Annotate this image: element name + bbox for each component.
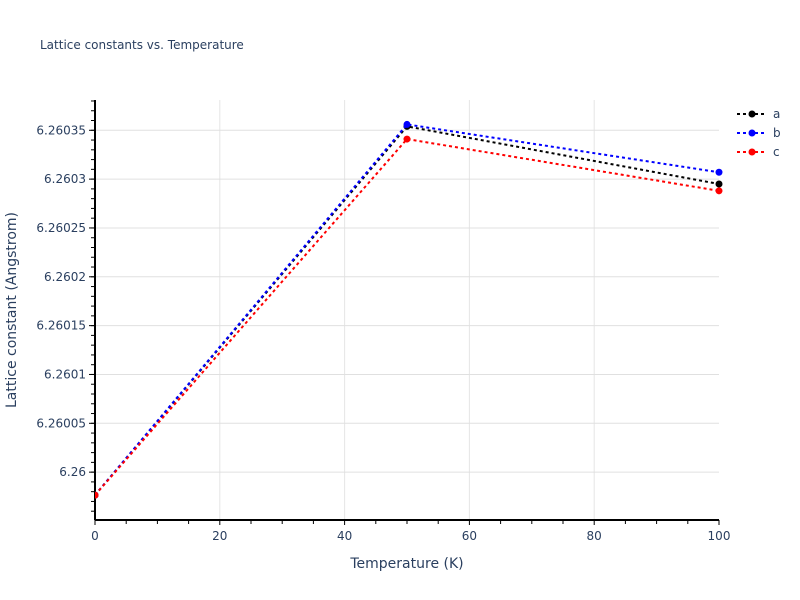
- data-point[interactable]: [715, 187, 723, 195]
- x-tick-label: 0: [91, 529, 99, 543]
- series-line-a: [95, 125, 720, 496]
- gridlines: [95, 100, 719, 520]
- legend-item-b[interactable]: b: [737, 126, 781, 140]
- legend-label: a: [773, 107, 780, 121]
- y-tick-label: 6.2602: [44, 270, 86, 284]
- y-tick-label: 6.2601: [44, 367, 86, 381]
- axes: 0 20 40 60 80 100 6.26 6.26005 6.2601 6.26015 6.26…: [36, 100, 730, 543]
- data-point[interactable]: [715, 168, 723, 176]
- data-point[interactable]: [403, 120, 411, 128]
- x-tick-label: 100: [708, 529, 731, 543]
- legend-marker-icon: [748, 129, 756, 137]
- y-tick-label: 6.26005: [36, 416, 86, 430]
- legend-item-c[interactable]: c: [737, 145, 780, 159]
- legend-item-a[interactable]: a: [737, 107, 780, 121]
- data-point[interactable]: [715, 180, 723, 188]
- x-axis-title: Temperature (K): [349, 556, 463, 572]
- y-axis-title: Lattice constant (Angstrom): [4, 212, 20, 408]
- legend[interactable]: abc: [737, 107, 781, 159]
- series-line-b: [95, 123, 720, 496]
- data-point[interactable]: [92, 491, 99, 499]
- x-tick-label: 80: [587, 529, 602, 543]
- y-tick-label: 6.26015: [36, 319, 86, 333]
- x-tick-label: 20: [212, 529, 227, 543]
- legend-label: b: [773, 126, 781, 140]
- x-tick-label: 60: [462, 529, 477, 543]
- y-tick-label: 6.2603: [44, 172, 86, 186]
- series-line-c: [95, 137, 720, 496]
- legend-label: c: [773, 145, 780, 159]
- data-series: [92, 120, 723, 499]
- legend-marker-icon: [748, 148, 756, 156]
- y-tick-label: 6.26035: [36, 123, 86, 137]
- data-point[interactable]: [403, 135, 411, 143]
- y-tick-label: 6.26025: [36, 221, 86, 235]
- y-tick-label: 6.26: [59, 465, 86, 479]
- chart-title: Lattice constants vs. Temperature: [40, 38, 244, 52]
- legend-marker-icon: [748, 110, 756, 118]
- x-tick-label: 40: [337, 529, 352, 543]
